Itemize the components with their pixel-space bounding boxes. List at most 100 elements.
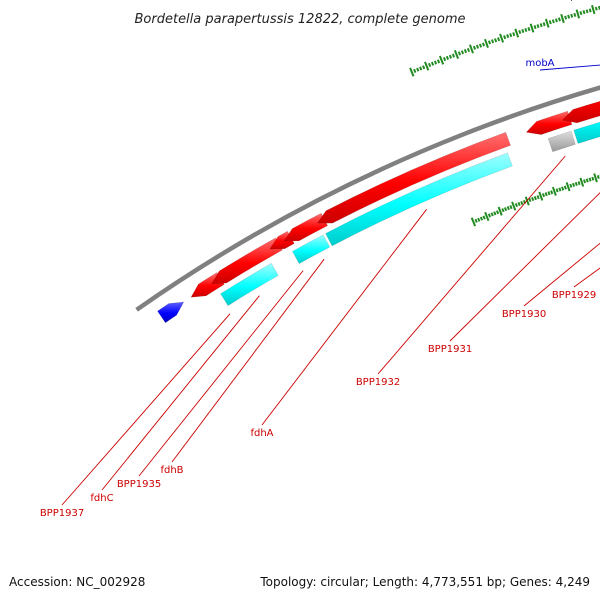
outer-tick-minor [436, 59, 441, 64]
outer-tick-minor [594, 6, 598, 11]
gene-label-bpp1931: BPP1931 [428, 344, 472, 355]
inner-tick-minor [493, 211, 497, 216]
outer-tick-minor [422, 65, 426, 70]
inner-tick-minor [517, 201, 521, 207]
inner-tick-minor [569, 183, 573, 188]
inner-tick-minor [555, 188, 559, 193]
outer-tick-minor [433, 60, 438, 65]
inner-tick-minor [509, 205, 513, 210]
outer-tick-minor [557, 17, 561, 22]
inner-tick-minor [474, 218, 478, 223]
outer-tick-major [484, 38, 489, 49]
inner-tick-minor [528, 197, 532, 203]
map-title: Bordetella parapertussis 12822, complete… [135, 12, 466, 27]
gene-block-bpp1931 [561, 100, 600, 124]
outer-tick-major [529, 23, 535, 33]
feature-tracks [157, 100, 600, 324]
gene-label-bpp1930: BPP1930 [502, 309, 546, 320]
leader-fdhc [101, 295, 260, 491]
outer-tick-minor [487, 40, 492, 45]
inner-tick-minor [547, 191, 551, 196]
inner-tick-minor [482, 215, 486, 220]
outer-tick-major [591, 4, 596, 15]
leader-bpp1932 [377, 155, 566, 375]
outer-tick-minor [463, 49, 468, 54]
cds-block-fdha [325, 152, 513, 247]
outer-tick-major [438, 55, 445, 65]
leader-bpp1931 [449, 192, 600, 342]
inner-tick-minor [550, 190, 554, 195]
outer-tick-minor [472, 45, 477, 50]
outer-tick-major [468, 44, 474, 54]
outer-tick-minor [503, 35, 507, 40]
inner-tick-minor [487, 213, 492, 218]
cds-block-bpp1931 [573, 121, 600, 144]
gene-label-bpp1935: BPP1935 [117, 479, 161, 490]
inner-tick-major [497, 206, 503, 216]
gene-label-bpp1929: BPP1929 [552, 290, 596, 301]
genome-backbone [135, 85, 600, 312]
outer-tick-minor [512, 32, 516, 37]
inner-tick-minor [558, 187, 562, 192]
cds-block-fdhc [220, 262, 279, 307]
outer-tick-minor [413, 68, 417, 73]
inner-tick-minor [536, 195, 540, 200]
outer-tick-minor [419, 66, 423, 71]
outer-tick-minor [588, 8, 592, 13]
outer-tick-minor [521, 28, 525, 34]
outer-tick-minor [533, 25, 537, 30]
inner-tick-minor [591, 176, 595, 181]
gene-labels: mobA BPP1929 BPP1930 BPP1931 BPP1932 fdhA fdhB… [40, 58, 596, 519]
inner-tick-minor [503, 207, 508, 212]
outer-tick-minor [567, 14, 571, 19]
leader-fdha [261, 209, 427, 426]
inner-tick-minor [479, 216, 484, 221]
outer-tick-minor [427, 62, 432, 67]
outer-tick-major [514, 28, 520, 38]
outer-tick-minor [509, 33, 513, 38]
gene-label-moba: mobA [525, 58, 554, 69]
outer-tick-minor [582, 10, 586, 15]
inner-tick-minor [477, 217, 481, 222]
outer-tick-minor [457, 51, 462, 56]
outer-tick-minor [554, 18, 558, 23]
inner-tick-minor [531, 196, 535, 202]
inner-tick-major [551, 186, 557, 196]
outer-tick-minor [564, 15, 568, 20]
inner-tick-minor [561, 186, 565, 191]
outer-tick-minor [416, 67, 420, 72]
accession-text: Accession: NC_002928 [9, 575, 145, 589]
inner-tick-minor [585, 178, 589, 183]
outer-tick-minor [570, 13, 574, 18]
gene-block-bpp1932 [525, 110, 573, 135]
inner-tick-minor [563, 185, 567, 190]
gene-label-fdhc: fdhC [90, 493, 113, 504]
outer-tick-major [575, 9, 581, 19]
outer-tick-minor [494, 38, 498, 43]
outer-tick-minor [481, 42, 486, 47]
inner-tick-major [593, 173, 598, 183]
cds-block-fdhb [292, 234, 331, 264]
outer-tick-minor [497, 37, 501, 42]
outer-tick-minor [527, 27, 531, 32]
inner-tick-major [538, 191, 544, 201]
leader-bpp1937 [61, 313, 231, 506]
outer-tick-minor [539, 23, 543, 28]
inner-tick-minor [577, 181, 581, 186]
outer-tick-major [409, 67, 415, 77]
outer-tick-minor [524, 27, 528, 33]
inner-tick-minor [596, 175, 600, 179]
outer-tick-minor [551, 19, 555, 24]
inner-tick-major [470, 217, 477, 227]
gene-label-fdha: fdhA [250, 428, 273, 439]
tick-label-2074: 2074 kbp [538, 0, 576, 1]
inner-tick-minor [514, 202, 518, 208]
outer-tick-minor [536, 24, 540, 29]
inner-tick-minor [520, 200, 524, 206]
inner-tick-minor [541, 193, 546, 198]
genome-info-text: Topology: circular; Length: 4,773,551 bp… [259, 575, 590, 589]
outer-tick-minor [491, 39, 495, 44]
outer-tick-minor [548, 20, 552, 25]
